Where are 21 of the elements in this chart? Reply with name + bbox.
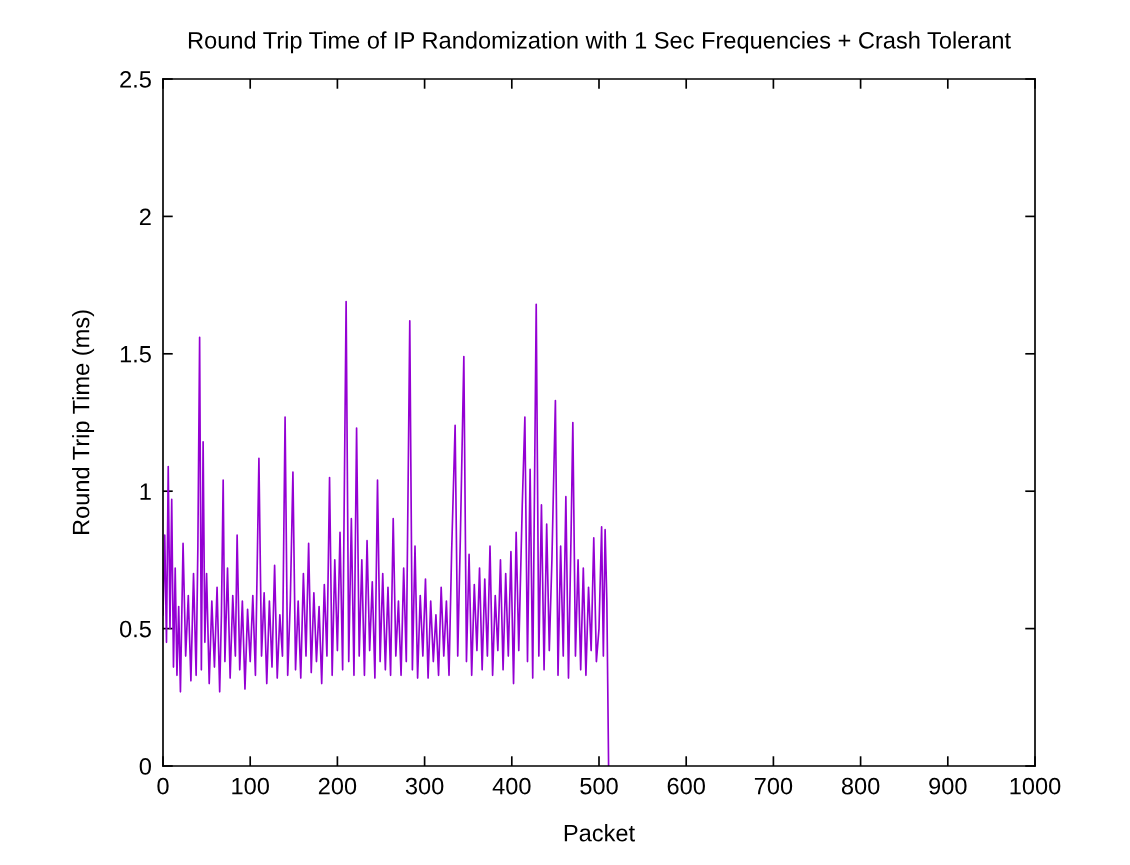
x-tick-label: 800 [841,777,880,795]
x-tick-label: 400 [492,777,531,795]
y-tick-label: 2 [139,208,151,225]
y-tick-label: 1.5 [120,346,151,363]
x-tick-label: 200 [318,777,357,795]
x-tick-label: 500 [580,777,618,795]
y-tick-label: 0 [139,758,151,775]
x-tick-label: 300 [405,777,444,795]
x-tick-label: 100 [232,777,269,795]
x-axis-title: Packet [564,824,635,842]
y-tick-label: 0.5 [119,620,151,638]
chart-title: Round Trip Time of IP Randomization with 1 Sec Frequencies + Crash Tolerant [188,31,1011,54]
x-tick-label: 1000 [1010,777,1061,795]
x-tick-label: 900 [929,777,967,795]
y-tick-label: 2.5 [120,71,151,88]
x-tick-label: 600 [667,777,705,795]
x-tick-label: 700 [754,777,793,795]
y-axis-title: Round Trip Time (ms) [72,310,95,535]
y-tick-label: 1 [140,483,151,500]
line-series [163,300,610,766]
x-tick-label: 0 [157,777,169,795]
